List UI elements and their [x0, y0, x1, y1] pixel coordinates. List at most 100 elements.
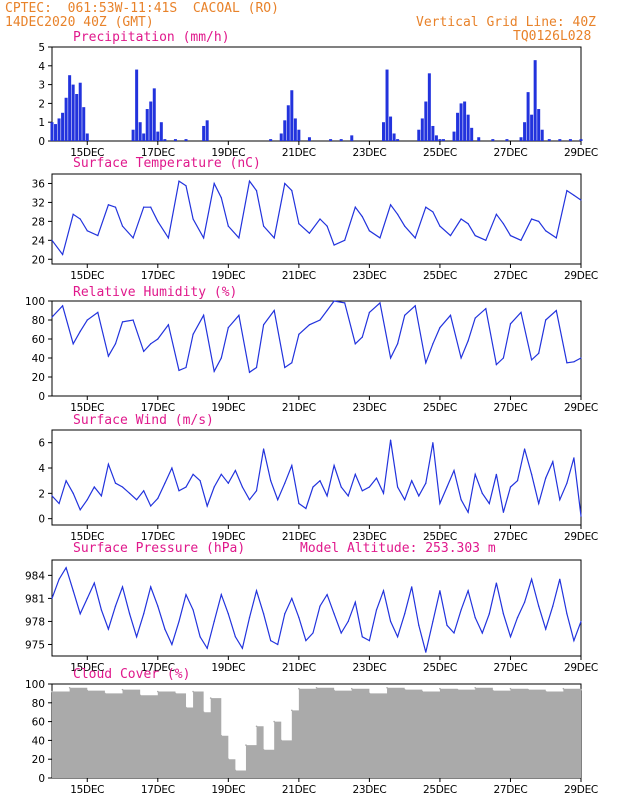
panel2-data-point: [368, 230, 370, 232]
panel3-data-point: [414, 305, 416, 307]
panel4-data-point: [552, 461, 554, 463]
panel4-data-point: [319, 480, 321, 482]
panel2-data-point: [555, 237, 557, 239]
panel4-data-point: [326, 495, 328, 497]
panel4-data-point: [121, 486, 124, 488]
panel2-data-point: [432, 211, 434, 213]
precip-bar: [456, 112, 460, 141]
panel4-data-point: [164, 482, 166, 484]
panel4-data-point: [566, 482, 568, 484]
panel5-xtick-label: 21DEC: [282, 662, 316, 674]
panel4-data-point: [425, 482, 427, 484]
panel6-xtick-label: 15DEC: [70, 784, 104, 796]
precip-bar: [396, 139, 400, 141]
panel5-xtick-label: 19DEC: [211, 662, 245, 674]
panel4-data-point: [481, 492, 483, 494]
panel3-data-point: [580, 357, 582, 359]
panel4-data-point: [446, 486, 448, 488]
precip-bar: [424, 101, 428, 141]
panel5-data-point: [368, 640, 370, 642]
panel5-data-point: [411, 586, 413, 588]
precip-bar: [54, 124, 58, 141]
panel2-xtick-label: 27DEC: [494, 270, 528, 282]
panel3-ytick-label: 60: [32, 334, 45, 346]
panel5-data-point: [298, 617, 300, 619]
precip-bar: [82, 107, 86, 141]
cloud-cover-point: [492, 689, 494, 692]
cloud-cover-point: [174, 692, 177, 695]
cloud-cover-point: [202, 711, 205, 713]
panel4-data-point: [354, 473, 356, 475]
precip-bar: [459, 103, 463, 141]
panel5-data-point: [86, 597, 88, 600]
panel5-data-point: [439, 590, 441, 592]
panel4-data-point: [234, 469, 236, 472]
panel2-data-point: [502, 223, 505, 225]
panel6-ytick-label: 40: [32, 735, 45, 747]
panel2-data-point: [404, 225, 406, 227]
panel5-data-point: [206, 647, 208, 649]
cloud-cover-point: [291, 709, 293, 712]
panel6-xtick-label: 25DEC: [423, 784, 457, 796]
panel2-data-point: [203, 237, 205, 239]
precip-bar: [438, 139, 442, 141]
run-time-label: 14DEC2020 40Z (GMT): [5, 15, 154, 30]
panel4-data-point: [488, 502, 490, 505]
panel4-data-point: [361, 490, 363, 492]
panel1-xtick-label: 29DEC: [564, 147, 598, 159]
panel5-data-point: [545, 628, 547, 630]
precip-bar: [579, 139, 583, 141]
panel2-data-point: [298, 223, 300, 225]
panel2-xtick-label: 17DEC: [141, 270, 175, 282]
cloud-cover-point: [68, 686, 71, 689]
panel2-data-point: [150, 206, 152, 208]
panel2-ytick-label: 36: [32, 178, 46, 190]
panel3-data-point: [467, 340, 469, 342]
panel5-data-point: [523, 601, 526, 603]
panel3-data-point: [389, 357, 392, 359]
panel3-data-point: [72, 343, 74, 345]
cloud-cover-point: [104, 692, 106, 695]
cloud-cover-point: [234, 769, 237, 772]
panel4-data-point: [347, 495, 349, 497]
panel4-xtick-label: 27DEC: [494, 531, 528, 543]
precip-bar: [279, 133, 283, 141]
panel1-xtick-label: 27DEC: [494, 147, 528, 159]
panel3-ytick-label: 0: [38, 391, 45, 403]
panel2-title: Surface Temperature (nC): [73, 156, 261, 171]
panel5-data-point: [481, 632, 483, 634]
precip-bar: [452, 131, 456, 141]
panel1-ytick-label: 4: [38, 61, 45, 73]
panel3-data-point: [203, 314, 205, 316]
panel3-data-point: [298, 333, 300, 335]
precip-bar: [173, 139, 177, 141]
precip-bar: [286, 105, 290, 141]
panel4-data-point: [79, 509, 81, 511]
panel3-data-point: [404, 314, 406, 316]
precip-bar: [131, 129, 135, 141]
cloud-cover-point: [255, 725, 258, 728]
precip-bar: [477, 137, 481, 141]
precip-bar: [283, 120, 287, 141]
panel5-data-point: [531, 578, 533, 580]
panel4-data-point: [178, 490, 180, 492]
panel3-data-point: [132, 319, 134, 321]
panel4-data-point: [333, 464, 335, 467]
panel5-data-point: [263, 613, 265, 615]
panel3-data-point: [379, 302, 381, 304]
precip-bar: [138, 122, 142, 141]
panel4-data-point: [580, 515, 582, 517]
precip-bar: [205, 120, 209, 141]
panel1-xtick-label: 21DEC: [282, 147, 316, 159]
panel2-data-point: [79, 218, 81, 220]
panel2-data-point: [157, 220, 159, 222]
precip-bar: [392, 133, 396, 141]
panel3-data-point: [213, 370, 215, 372]
panel4-data-point: [531, 473, 533, 475]
panel5-data-point: [397, 636, 399, 638]
panel3-data-point: [121, 321, 124, 323]
precip-bar: [540, 129, 544, 141]
panel2-xtick-label: 21DEC: [282, 270, 316, 282]
precip-bar: [417, 129, 421, 141]
panel3-data-point: [291, 362, 293, 364]
